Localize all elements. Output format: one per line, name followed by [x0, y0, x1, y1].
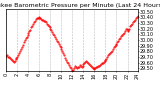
Title: Milwaukee Barometric Pressure per Minute (Last 24 Hours): Milwaukee Barometric Pressure per Minute… — [0, 3, 160, 8]
